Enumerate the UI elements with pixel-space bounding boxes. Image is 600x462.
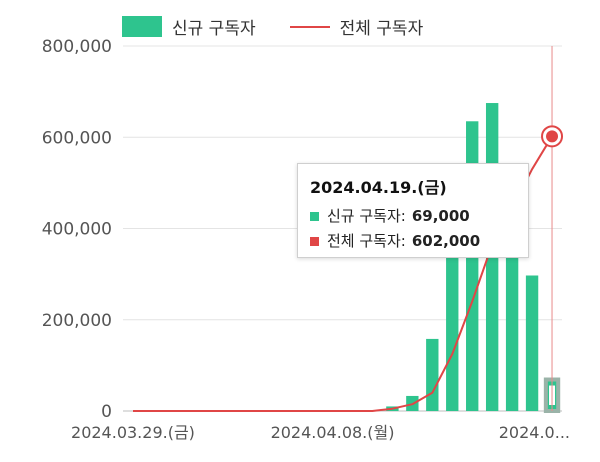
tooltip: 2024.04.19.(금) 신규 구독자: 69,000 전체 구독자: 60… bbox=[297, 163, 529, 258]
y-axis-labels: 0 200,000 400,000 600,000 800,000 bbox=[42, 37, 112, 422]
hover-highlight bbox=[541, 46, 564, 411]
y-tick-label: 600,000 bbox=[42, 128, 112, 148]
x-tick-label: 2024.0... bbox=[499, 423, 570, 442]
bar bbox=[446, 253, 459, 411]
total-line bbox=[133, 135, 553, 412]
tooltip-value-new: 69,000 bbox=[411, 207, 470, 225]
legend-label-total: 전체 구독자 bbox=[339, 19, 424, 39]
x-tick-label: 2024.03.29.(금) bbox=[71, 423, 195, 442]
highlight-point bbox=[546, 130, 559, 143]
y-tick-label: 400,000 bbox=[42, 220, 112, 240]
x-axis-labels: 2024.03.29.(금) 2024.04.08.(월) 2024.0... bbox=[71, 423, 570, 442]
y-tick-label: 200,000 bbox=[42, 311, 112, 331]
bar bbox=[426, 338, 439, 411]
y-tick-label: 0 bbox=[101, 402, 112, 422]
tooltip-label-new: 신규 구독자: bbox=[327, 207, 406, 225]
tooltip-row-new: 신규 구독자: 69,000 bbox=[310, 204, 516, 229]
tooltip-swatch-new bbox=[310, 212, 319, 221]
total-line-path bbox=[133, 135, 553, 412]
legend: 신규 구독자 전체 구독자 bbox=[122, 14, 457, 39]
legend-label-new: 신규 구독자 bbox=[172, 19, 256, 39]
legend-item-new[interactable]: 신규 구독자 bbox=[122, 14, 256, 39]
legend-item-total[interactable]: 전체 구독자 bbox=[289, 14, 424, 39]
legend-swatch-total bbox=[289, 25, 330, 28]
y-tick-label: 800,000 bbox=[42, 37, 112, 57]
tooltip-row-total: 전체 구독자: 602,000 bbox=[310, 229, 516, 254]
tooltip-title: 2024.04.19.(금) bbox=[310, 178, 447, 197]
tooltip-label-total: 전체 구독자: bbox=[327, 232, 406, 250]
bar bbox=[525, 275, 539, 411]
tooltip-swatch-total bbox=[310, 237, 319, 246]
legend-swatch-new bbox=[122, 16, 162, 37]
tooltip-value-total: 602,000 bbox=[411, 232, 481, 250]
x-tick-label: 2024.04.08.(월) bbox=[271, 423, 395, 442]
